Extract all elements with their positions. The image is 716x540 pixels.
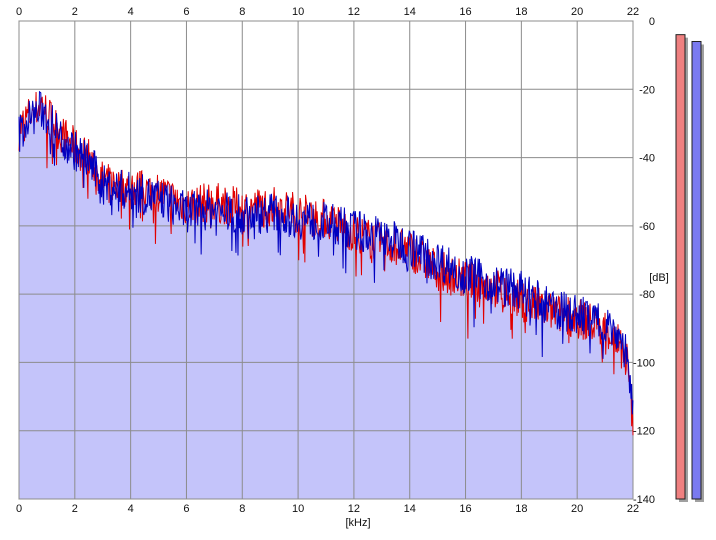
x-tick-label-bottom: 12 <box>348 503 360 515</box>
x-tick-label-bottom: 22 <box>627 503 639 515</box>
tick-labels: 002244668810101212141416161818202022220-… <box>16 6 655 515</box>
x-tick-label-bottom: 18 <box>515 503 527 515</box>
y-axis-label: [dB] <box>649 272 669 284</box>
spectrum-line-2 <box>18 90 634 415</box>
y-tick-label: -60 <box>639 221 655 233</box>
x-tick-label-top: 6 <box>183 6 189 18</box>
x-axis-label: [kHz] <box>345 517 370 529</box>
y-tick-label: -120 <box>633 426 655 438</box>
x-tick-label-bottom: 0 <box>16 503 22 515</box>
y-tick-label: 0 <box>649 16 655 28</box>
x-tick-label-bottom: 4 <box>128 503 134 515</box>
x-tick-label-top: 20 <box>571 6 583 18</box>
plot-area <box>18 20 634 500</box>
x-tick-label-top: 18 <box>515 6 527 18</box>
y-tick-label: -100 <box>633 357 655 369</box>
x-tick-label-top: 12 <box>348 6 360 18</box>
x-tick-label-top: 8 <box>239 6 245 18</box>
x-tick-label-bottom: 6 <box>183 503 189 515</box>
x-tick-label-bottom: 8 <box>239 503 245 515</box>
x-tick-label-top: 0 <box>16 6 22 18</box>
y-tick-label: -40 <box>639 153 655 165</box>
x-tick-label-top: 2 <box>72 6 78 18</box>
x-tick-label-bottom: 2 <box>72 503 78 515</box>
x-tick-label-top: 14 <box>404 6 416 18</box>
y-tick-label: -80 <box>639 289 655 301</box>
level-meter-2 <box>691 40 702 500</box>
level-meter-1 <box>675 34 686 500</box>
x-tick-label-bottom: 20 <box>571 503 583 515</box>
y-tick-label: -140 <box>633 494 655 506</box>
x-tick-label-bottom: 10 <box>292 503 304 515</box>
x-tick-label-top: 4 <box>128 6 134 18</box>
spectrum-area <box>19 91 633 499</box>
x-tick-label-top: 22 <box>627 6 639 18</box>
y-tick-label: -20 <box>639 84 655 96</box>
x-tick-label-top: 16 <box>459 6 471 18</box>
x-tick-label-bottom: 16 <box>459 503 471 515</box>
level-meters <box>675 34 704 503</box>
x-tick-label-top: 10 <box>292 6 304 18</box>
x-tick-label-bottom: 14 <box>404 503 416 515</box>
